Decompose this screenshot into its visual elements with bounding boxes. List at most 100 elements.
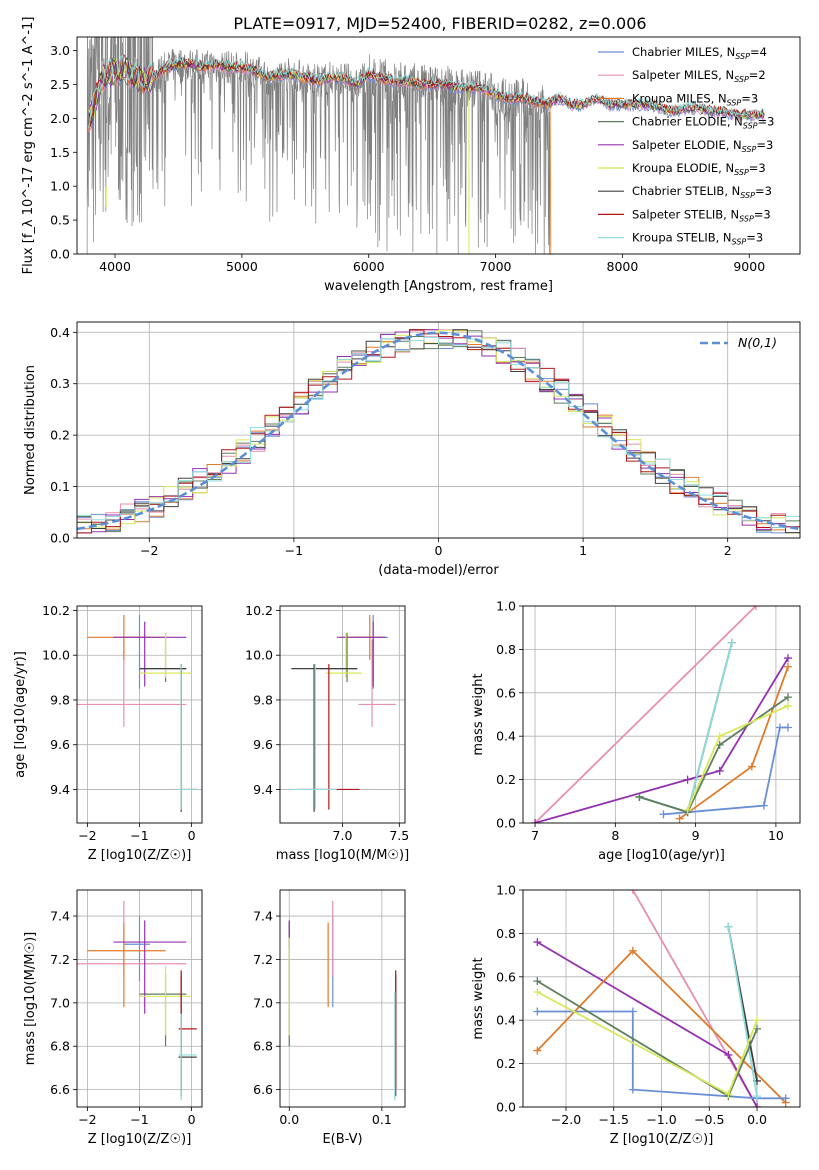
model-spectrum-line [87,54,765,129]
mass-weight-marker [683,775,692,784]
mass-weight-line [536,980,758,1098]
y-tick-label: 10.0 [245,648,273,663]
plot-area [291,614,396,812]
mass-weight-marker [783,693,792,702]
x-tick-label: 8 [611,828,619,843]
x-axis-label: Z [log10(Z/Z☉)] [88,848,192,863]
legend-label: Kroupa ELODIE, NSSP=3 [632,161,766,177]
legend-label: Salpeter ELODIE, NSSP=3 [632,138,773,154]
x-axis-label: E(B-V) [322,1132,362,1147]
x-tick-label: 0.0 [747,1112,767,1127]
weight-vs-age-panel: 7 8 9 10 0.0 0.2 0.4 0.6 0.8 1.0 age [log10(age/yr… [471,599,801,863]
mass-weight-marker [533,1007,542,1016]
y-tick-label: 0.0 [496,1100,516,1115]
mass-weight-marker [635,792,644,801]
y-tick-label: 10.2 [245,603,273,618]
plot-area [288,900,397,1101]
mass-weight-marker [533,987,542,996]
y-tick-label: 0.4 [496,729,516,744]
x-axis-label: (data-model)/error [378,563,499,578]
y-axis-label: mass [log10(M/M☉)] [23,932,38,1065]
y-tick-label: 10.2 [42,603,70,618]
x-tick-label: 9 [692,828,700,843]
mass-weight-marker [727,638,736,647]
gaussian-curve [77,331,800,531]
legend-label: Salpeter MILES, NSSP=2 [632,68,766,84]
y-tick-label: 6.6 [253,1082,273,1097]
mass-weight-marker [753,1016,762,1025]
mass-weight-marker [751,606,760,610]
residuals-panel: −2 −1 0 1 2 0.0 0.1 0.2 0.3 0.4 (data-model)/error… [23,321,801,578]
plot-area [77,329,800,534]
y-tick-label: 7.4 [253,909,273,924]
plot-area [86,37,765,254]
x-tick-label: −1 [130,828,148,843]
x-axis-label: Z [log10(Z/Z☉)] [88,1132,192,1147]
x-tick-label: −2 [78,828,96,843]
y-tick-label: 7.0 [50,995,70,1010]
legend-label: Kroupa STELIB, NSSP=3 [632,231,763,247]
legend-label: Salpeter STELIB, NSSP=3 [632,207,771,223]
y-tick-label: 0.8 [496,926,516,941]
legend-label: Chabrier STELIB, NSSP=3 [632,184,772,200]
mass-weight-marker [715,766,724,775]
model-spectrum-line [88,53,765,127]
mass-weight-line [663,726,788,816]
age-vs-metallicity-panel: −2 −1 0 9.4 9.6 9.8 10.0 10.2 Z [log10(Z/Z☉)] age… [13,603,203,863]
mass-weight-marker [724,922,733,931]
x-tick-label: −1.5 [599,1112,629,1127]
y-tick-label: 0.4 [496,1013,516,1028]
y-tick-label: 0.8 [496,642,516,657]
spectrum-panel: 4000 5000 6000 7000 8000 9000 0.0 0.5 1.0 1.5 2.0 2… [21,17,801,294]
mass-weight-marker [715,740,724,749]
age-vs-mass-panel: 7.0 7.5 9.4 9.6 9.8 10.0 10.2 mass [log10(M/M☉)… [245,603,409,863]
y-tick-label: 0.6 [496,969,516,984]
residual-histogram [77,329,800,528]
y-axis-label: age [log10(age/yr)] [13,651,28,778]
y-tick-label: 2.5 [50,77,70,92]
y-tick-label: 0.5 [50,213,70,228]
y-tick-label: 9.8 [253,692,273,707]
x-axis-label: wavelength [Angstrom, rest frame] [324,279,553,294]
residual-histogram [77,330,800,533]
y-tick-label: 0.0 [50,531,70,546]
axes-frame [279,889,406,1108]
residual-histogram [77,329,800,534]
y-tick-label: 0.2 [496,1056,516,1071]
axes-frame [522,605,801,824]
x-tick-label: −1 [285,543,303,558]
observed-spectrum [86,37,551,254]
y-tick-label: 7.2 [50,952,70,967]
y-tick-label: 6.8 [50,1039,70,1054]
mass-weight-marker [715,732,724,741]
y-tick-label: 0.0 [496,816,516,831]
x-tick-label: 0 [435,543,443,558]
y-tick-label: 7.0 [253,995,273,1010]
mass-weight-marker [683,805,692,814]
y-tick-label: 1.5 [50,145,70,160]
mass-weight-marker [628,946,637,955]
axes-frame [76,36,801,255]
x-axis-label: mass [log10(M/M☉)] [276,848,409,863]
mass-weight-marker [659,810,668,819]
x-tick-label: 7.0 [333,828,353,843]
x-tick-label: 7.5 [389,828,409,843]
y-tick-label: 1.0 [50,179,70,194]
y-tick-label: 0.0 [50,247,70,262]
y-axis-label: mass weight [471,957,486,1039]
x-tick-label: 6000 [353,259,385,274]
mass-weight-marker [783,654,792,663]
mass-weight-marker [724,1089,733,1098]
figure-title: PLATE=0917, MJD=52400, FIBERID=0282, z=0… [233,14,646,33]
legend-label: Kroupa MILES, NSSP=3 [632,91,758,107]
y-axis-label: mass weight [471,673,486,755]
plot-area [77,900,197,1101]
x-tick-label: −2.0 [551,1112,581,1127]
y-tick-label: 0.4 [50,325,70,340]
mass-weight-marker [783,723,792,732]
y-tick-label: 1.0 [496,599,516,614]
mass-weight-marker [628,890,637,894]
y-tick-label: 9.4 [50,782,70,797]
legend-label: Chabrier ELODIE, NSSP=3 [632,115,774,131]
mass-weight-marker [628,1085,637,1094]
